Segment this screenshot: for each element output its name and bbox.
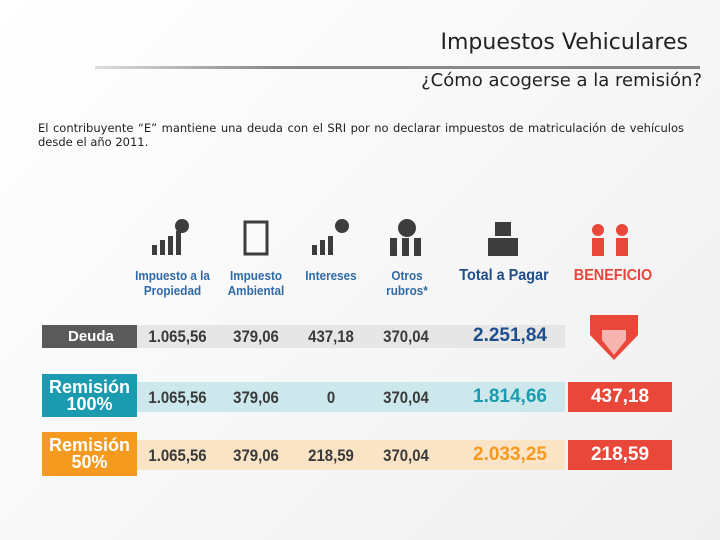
column-header: Otros rubros* [386,268,428,298]
cell: 370,04 [383,388,429,407]
column-header: Impuesto Ambiental [227,268,285,298]
subtitle: ¿Cómo acogerse a la remisión? [421,70,702,91]
row-bg [137,325,565,348]
cell: 218,59 [308,446,354,465]
row-bg [137,440,565,470]
cell: 437,18 [308,327,354,346]
cell: 1.065,56 [148,327,207,346]
total: 2.251,84 [473,325,547,346]
column-header: Total a Pagar [459,267,549,284]
total: 2.033,25 [473,444,547,465]
cell: 1.065,56 [148,388,207,407]
row-label: Deuda [42,325,137,348]
total: 1.814,66 [473,386,547,407]
intro: El contribuyente “E” mantiene una deuda … [38,121,684,149]
cell: 379,06 [233,327,279,346]
column-header: Impuesto a la Propiedad [135,268,210,298]
benefit: 437,18 [568,382,672,412]
cell: 1.065,56 [148,446,207,465]
cell: 370,04 [383,446,429,465]
row-label: Remisión 50% [42,432,137,476]
row-bg [137,382,565,412]
column-header: Intereses [305,268,357,283]
cell: 0 [326,388,336,407]
cell: 379,06 [233,388,279,407]
benefit: 218,59 [568,440,672,470]
row-label: Remisión 100% [42,374,137,417]
title: Impuestos Vehiculares [440,30,689,55]
column-header: BENEFICIO [573,267,653,284]
cell: 370,04 [383,327,429,346]
cell: 379,06 [233,446,279,465]
title-rule [95,66,700,69]
